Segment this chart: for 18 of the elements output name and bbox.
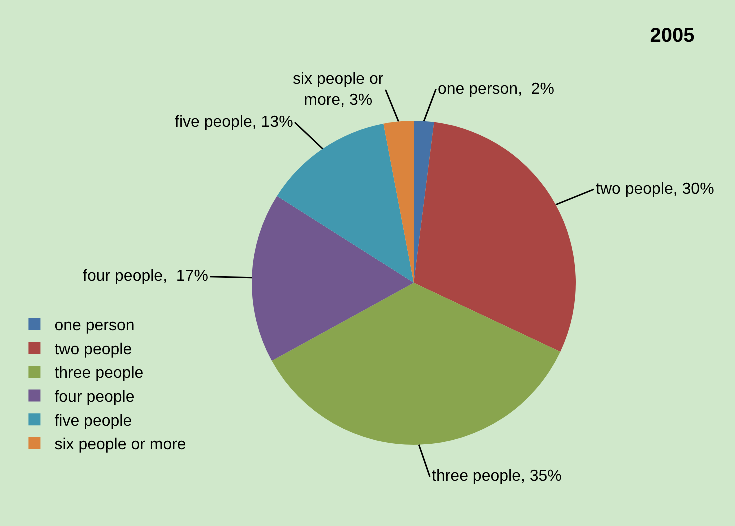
legend-label: four people (54, 389, 135, 406)
data-label: two people, 30% (596, 181, 714, 198)
legend-label: one person (54, 318, 135, 335)
data-label: one person, 2% (438, 81, 555, 98)
data-label: four people, 17% (83, 268, 208, 285)
data-label: three people, 35% (432, 468, 562, 485)
pie-slice (272, 283, 561, 445)
legend-label: six people or more (54, 436, 186, 454)
pie-slice (414, 122, 576, 352)
pie-slice (414, 121, 434, 283)
data-label: five people, 13% (175, 114, 294, 131)
pie-slice (252, 196, 414, 362)
data-label: six people or more, 3% (293, 71, 384, 109)
legend-label: three people (54, 365, 144, 382)
legend-label: two people (54, 341, 132, 358)
legend-label: five people (54, 412, 132, 430)
chart-title: 2005 (650, 25, 695, 47)
pie-slice (384, 121, 414, 283)
